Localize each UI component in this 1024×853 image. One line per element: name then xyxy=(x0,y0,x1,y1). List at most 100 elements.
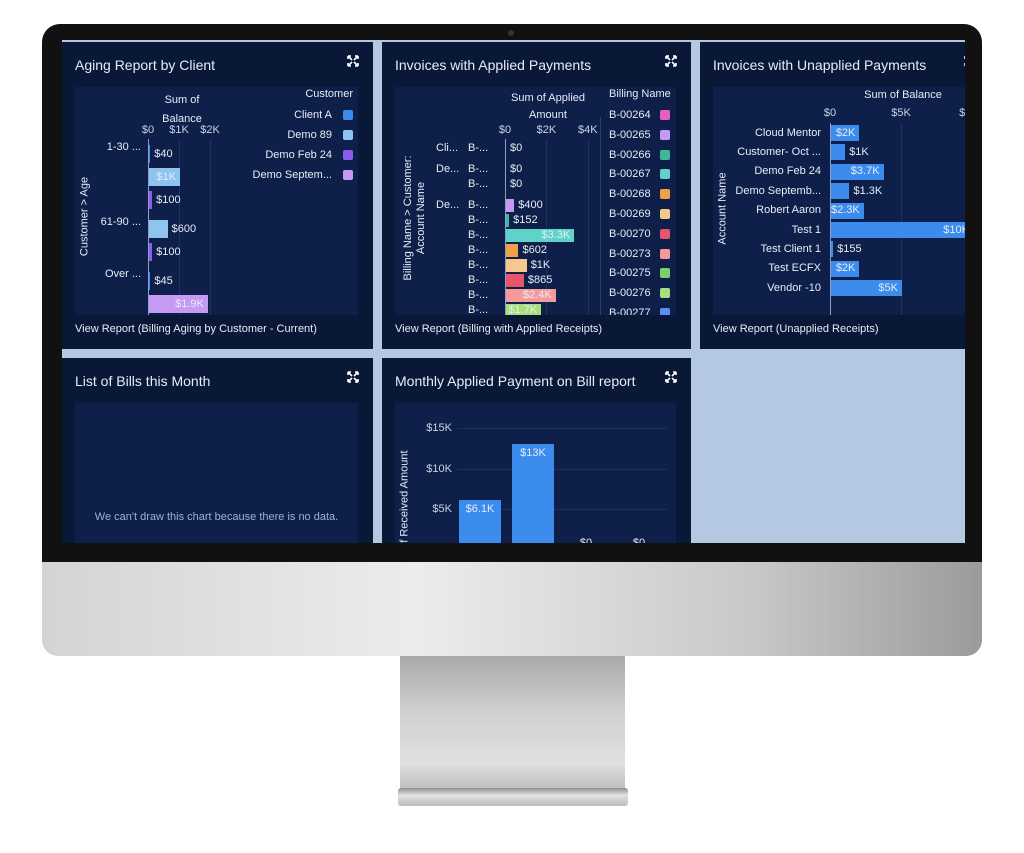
legend-swatch xyxy=(343,150,353,160)
data-label: $155 xyxy=(837,242,862,255)
bar xyxy=(149,145,151,163)
panel: List of Bills this Month We can't draw th… xyxy=(62,358,373,543)
bar xyxy=(831,183,850,200)
data-label: $10K xyxy=(943,223,965,236)
expand-icon[interactable] xyxy=(964,54,965,67)
legend-label: B-00273 xyxy=(609,247,651,260)
data-label: $100 xyxy=(156,193,181,206)
x-tick-label: $5K xyxy=(891,107,911,119)
y-axis-title: Sum of Received Amount xyxy=(398,450,411,543)
expand-icon[interactable] xyxy=(347,54,359,67)
expand-icon[interactable] xyxy=(665,370,677,383)
category-label: Robert Aaron xyxy=(756,204,821,217)
data-label: $0 xyxy=(579,537,593,543)
bar xyxy=(459,500,501,543)
grid-line xyxy=(148,139,149,315)
data-label: $1.7K xyxy=(508,304,538,315)
data-label: $0 xyxy=(510,178,523,190)
legend-title: Billing Name xyxy=(609,88,671,100)
chart-area: Sum of Balance $0 $5K $10K Account Name Cloud… xyxy=(713,87,965,315)
data-label: $0 xyxy=(510,142,523,154)
data-label: $865 xyxy=(527,274,553,286)
data-label: $2.3K xyxy=(831,204,860,217)
data-label: $3.3K xyxy=(541,229,571,241)
grid-line xyxy=(457,428,667,430)
monitor-chin xyxy=(42,562,982,656)
expand-glyph xyxy=(665,55,677,67)
y-tick-label: $5K xyxy=(432,503,452,516)
bar xyxy=(149,191,153,209)
x-tick-label: $0 xyxy=(141,124,155,136)
chart-area: We can't draw this chart because there i… xyxy=(75,403,358,543)
view-report-link[interactable]: View Report (Billing Aging by Customer -… xyxy=(75,323,317,335)
panel-title: List of Bills this Month xyxy=(75,373,211,389)
data-label: $1.9K xyxy=(175,297,204,310)
legend-divider xyxy=(600,117,601,315)
grid-line xyxy=(505,139,506,315)
billing-label: B-... xyxy=(468,244,489,256)
data-label: $152 xyxy=(513,214,538,226)
panel-title: Invoices with Unapplied Payments xyxy=(713,57,927,73)
panel: Invoices with Applied Payments View Repor… xyxy=(382,42,691,349)
legend-swatch xyxy=(660,169,670,180)
data-label: $40 xyxy=(154,147,173,160)
legend-label: B-00269 xyxy=(609,208,651,220)
x-axis-title: Sum of Balance xyxy=(864,89,942,101)
chart-area: Sum of Applied Amount Billing Name B-00264… xyxy=(395,87,676,315)
data-label: $2.4K xyxy=(522,289,552,301)
data-label: $13K xyxy=(520,447,546,460)
screen: Aging Report by Client View Report (Billi… xyxy=(62,40,965,543)
legend-label: B-00270 xyxy=(609,227,651,240)
legend-swatch xyxy=(343,110,353,120)
legend-label: B-00277 xyxy=(609,307,651,315)
x-tick-label: $4K xyxy=(578,124,598,136)
bar xyxy=(506,274,524,287)
panel: Invoices with Unapplied Payments View Rep… xyxy=(700,42,965,349)
bar xyxy=(831,222,965,238)
legend-swatch xyxy=(660,209,670,219)
legend-swatch xyxy=(660,228,670,239)
legend-label: B-00276 xyxy=(609,287,651,300)
legend-label: Client A xyxy=(294,109,332,121)
billing-label: B-... xyxy=(468,289,489,301)
x-tick-label: $0 xyxy=(498,124,512,136)
bar xyxy=(831,125,860,141)
data-label: $6.1K xyxy=(465,503,495,516)
data-label: $400 xyxy=(518,199,543,211)
legend-swatch xyxy=(660,149,670,160)
data-label: $600 xyxy=(171,222,197,235)
view-report-link[interactable]: View Report (Unapplied Receipts) xyxy=(713,323,879,335)
data-label: $5K xyxy=(878,281,898,294)
category-label: Demo Feb 24 xyxy=(754,165,821,178)
data-label: $2K xyxy=(835,262,856,275)
data-label: $1.3K xyxy=(853,184,883,197)
expand-icon[interactable] xyxy=(347,370,359,383)
chart-area: $5K $10K $15K Sum of Received Amount $6.1K $1… xyxy=(395,403,676,543)
bar xyxy=(831,241,834,258)
bar xyxy=(149,295,208,313)
bar xyxy=(506,229,575,242)
bar xyxy=(506,214,510,227)
data-label: $2K xyxy=(835,126,856,139)
legend-label: B-00267 xyxy=(609,168,651,181)
data-label: $602 xyxy=(522,244,547,256)
bar xyxy=(506,244,519,257)
expand-icon[interactable] xyxy=(665,54,677,67)
view-report-link[interactable]: View Report (Billing with Applied Receip… xyxy=(395,323,603,335)
billing-label: B-... xyxy=(468,229,489,241)
category-label: Demo Septemb... xyxy=(735,184,821,197)
legend-label: Demo Feb 24 xyxy=(265,149,332,161)
x-axis-title: Sum of Balance xyxy=(162,94,202,125)
legend-title: Customer xyxy=(305,88,353,100)
panel-title: Aging Report by Client xyxy=(75,57,216,73)
bar xyxy=(831,144,846,161)
legend-swatch xyxy=(660,248,670,259)
data-label: $0 xyxy=(632,537,646,543)
y-axis-title: Billing Name > Customer: Account Name xyxy=(402,155,427,281)
expand-glyph xyxy=(964,55,965,67)
bar xyxy=(506,199,515,212)
grid-line xyxy=(457,509,667,511)
y-axis-title: Customer > Age xyxy=(78,176,91,257)
camera xyxy=(508,30,514,36)
